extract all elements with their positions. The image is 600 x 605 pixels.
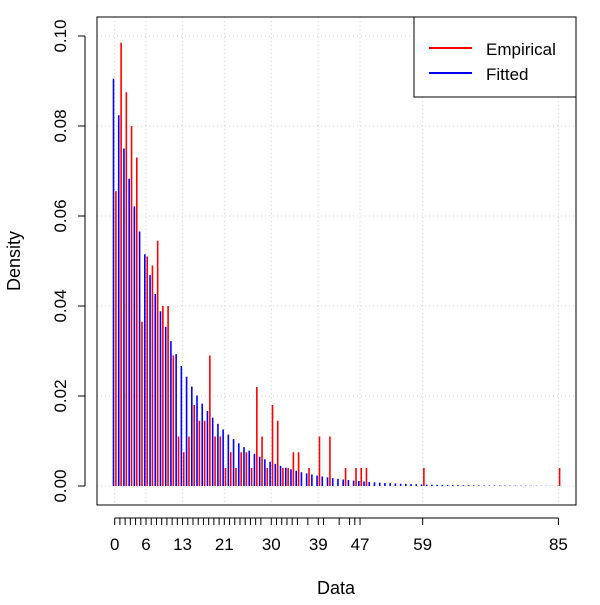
y-tick-label: 0.10 [51, 19, 70, 52]
x-tick-label: 0 [110, 535, 119, 554]
x-tick-label: 6 [141, 535, 150, 554]
y-tick-label: 0.08 [51, 109, 70, 142]
legend-empirical-label: Empirical [486, 40, 556, 59]
x-tick-label: 85 [549, 535, 568, 554]
x-tick-label: 13 [173, 535, 192, 554]
y-tick-label: 0.06 [51, 199, 70, 232]
legend-fitted-label: Fitted [486, 65, 529, 84]
legend: Empirical Fitted [413, 16, 577, 98]
y-tick-label: 0.04 [51, 289, 70, 322]
bars [112, 42, 561, 486]
axes: 0.00 0.02 0.04 0.06 0.08 0.10 0 6 13 21 30 39 47 59 85 [51, 19, 568, 554]
x-tick-label: 47 [351, 535, 370, 554]
x-tick-label: 59 [413, 535, 432, 554]
x-axis-label: Data [317, 578, 356, 598]
grid [97, 17, 576, 505]
plot-frame [96, 16, 577, 506]
x-tick-label: 21 [215, 535, 234, 554]
y-tick-label: 0.00 [51, 469, 70, 502]
x-tick-label: 39 [309, 535, 328, 554]
legend-box [413, 16, 577, 98]
x-tick-label: 30 [262, 535, 281, 554]
y-axis-label: Density [4, 231, 24, 291]
y-tick-label: 0.02 [51, 379, 70, 412]
